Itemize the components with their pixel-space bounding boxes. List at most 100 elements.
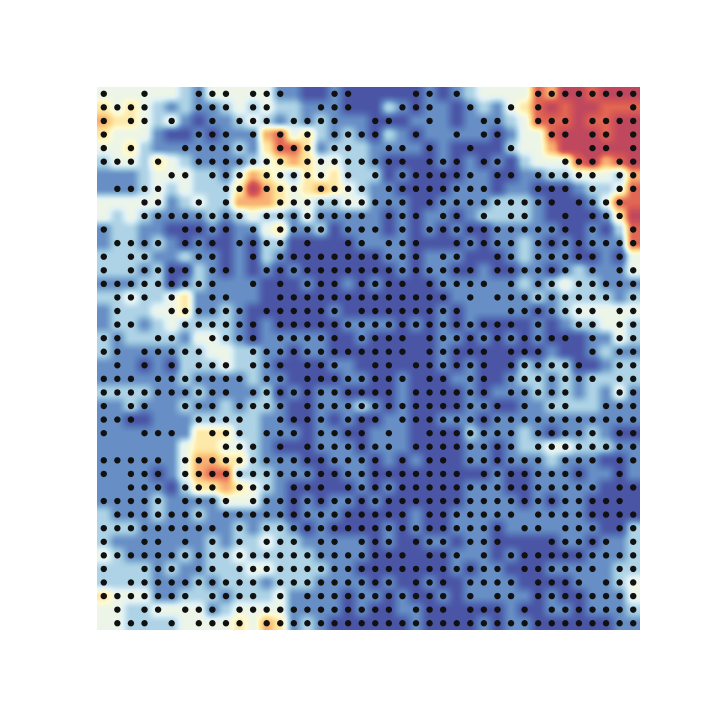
dot-marker — [277, 280, 284, 288]
dot-marker — [182, 497, 189, 505]
dot-marker — [507, 226, 515, 233]
dot-marker — [168, 429, 175, 437]
dot-marker — [236, 484, 243, 491]
dot-marker — [439, 592, 447, 600]
dot-marker — [480, 185, 488, 193]
dot-marker — [548, 579, 555, 586]
dot-marker — [589, 552, 596, 559]
dot-marker — [263, 470, 270, 478]
dot-marker — [507, 144, 515, 152]
dot-marker — [222, 307, 230, 315]
dot-marker — [358, 524, 365, 532]
dot-marker — [127, 185, 135, 193]
dot-marker — [154, 389, 162, 396]
dot-marker — [562, 579, 569, 586]
dot-marker — [344, 158, 352, 165]
dot-marker — [548, 497, 555, 505]
dot-marker — [575, 307, 583, 315]
dot-marker — [507, 552, 515, 559]
dot-marker — [331, 524, 338, 532]
dot-marker — [385, 402, 393, 410]
dot-marker — [168, 307, 175, 315]
dot-marker — [168, 524, 175, 532]
dot-marker — [195, 348, 203, 355]
dot-marker — [630, 429, 637, 437]
dot-marker — [453, 199, 460, 206]
dot-marker — [304, 402, 311, 410]
dot-marker — [209, 104, 216, 111]
dot-marker — [548, 362, 555, 369]
dot-marker — [290, 389, 298, 396]
dot-marker — [630, 294, 637, 301]
dot-marker — [602, 592, 610, 600]
dot-marker — [263, 90, 270, 97]
dot-marker — [521, 212, 528, 220]
dot-marker — [168, 620, 175, 627]
dot-marker — [453, 307, 460, 315]
dot-marker — [507, 267, 515, 274]
dot-marker — [467, 443, 474, 450]
dot-marker — [263, 457, 270, 464]
dot-marker — [331, 552, 338, 559]
dot-marker — [548, 429, 555, 437]
dot-marker — [602, 294, 610, 301]
dot-marker — [399, 334, 406, 342]
dot-marker — [616, 470, 623, 478]
dot-marker — [480, 579, 488, 586]
dot-marker — [616, 307, 623, 315]
dot-marker — [494, 538, 501, 545]
dot-marker — [385, 117, 393, 125]
dot-marker — [494, 158, 501, 165]
dot-marker — [575, 443, 583, 450]
dot-marker — [467, 294, 474, 301]
dot-marker — [534, 497, 542, 505]
dot-marker — [575, 158, 583, 165]
dot-marker — [399, 158, 406, 165]
dot-marker — [399, 416, 406, 423]
dot-marker — [182, 402, 189, 410]
dot-marker — [548, 620, 555, 627]
dot-marker — [304, 579, 311, 586]
dot-marker — [399, 253, 406, 260]
dot-marker — [534, 117, 542, 125]
dot-marker — [168, 117, 175, 125]
dot-marker — [507, 307, 515, 315]
dot-marker — [114, 592, 121, 600]
dot-marker — [209, 144, 216, 152]
dot-marker — [616, 321, 623, 328]
dot-marker — [507, 172, 515, 179]
dot-marker — [331, 389, 338, 396]
dot-marker — [575, 606, 583, 613]
dot-marker — [317, 579, 325, 586]
dot-marker — [412, 172, 420, 179]
dot-marker — [616, 267, 623, 274]
dot-marker — [358, 212, 365, 220]
dot-marker — [290, 606, 298, 613]
dot-marker — [630, 457, 637, 464]
dot-marker — [304, 524, 311, 532]
dot-marker — [209, 429, 216, 437]
dot-marker — [277, 158, 284, 165]
dot-marker — [277, 199, 284, 206]
dot-marker — [195, 321, 203, 328]
dot-marker — [453, 389, 460, 396]
dot-marker — [494, 131, 501, 138]
dot-marker — [304, 416, 311, 423]
dot-marker — [304, 375, 311, 383]
dot-marker — [195, 131, 203, 138]
dot-marker — [385, 620, 393, 627]
dot-marker — [521, 226, 528, 233]
dot-marker — [602, 90, 610, 97]
dot-marker — [344, 402, 352, 410]
dot-marker — [344, 239, 352, 247]
dot-marker — [317, 199, 325, 206]
dot-marker — [209, 538, 216, 545]
dot-marker — [467, 185, 474, 193]
dot-marker — [372, 253, 379, 260]
dot-marker — [602, 199, 610, 206]
dot-marker — [534, 280, 542, 288]
dot-marker — [630, 592, 637, 600]
dot-marker — [344, 104, 352, 111]
dot-marker — [467, 239, 474, 247]
dot-marker — [304, 239, 311, 247]
